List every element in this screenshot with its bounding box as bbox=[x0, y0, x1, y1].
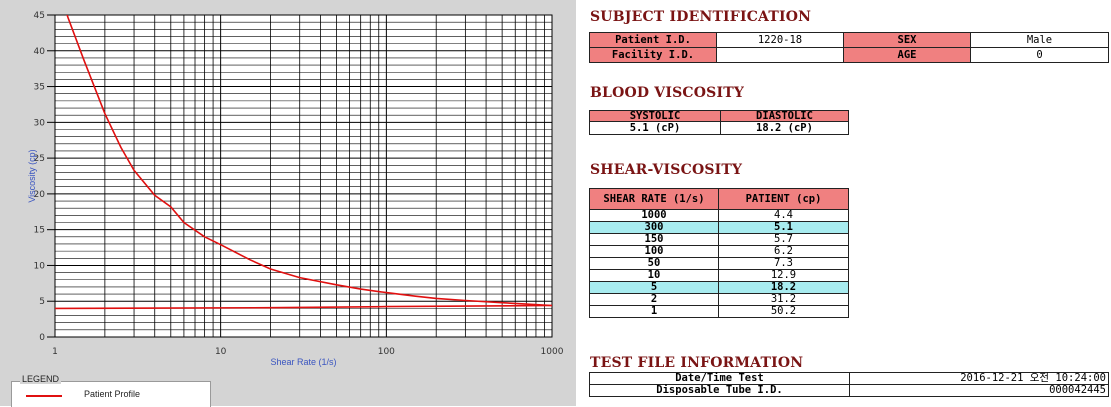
shear-rate-header: SHEAR RATE (1/s) bbox=[589, 188, 719, 210]
blood-title: BLOOD VISCOSITY bbox=[590, 85, 745, 101]
series-line-0 bbox=[66, 15, 552, 307]
y-tick-label: 45 bbox=[34, 11, 45, 21]
y-tick-label: 25 bbox=[34, 154, 45, 164]
patient-id-label: Patient I.D. bbox=[589, 32, 717, 48]
facility-id-value bbox=[716, 47, 844, 63]
age-value: 0 bbox=[970, 47, 1109, 63]
x-axis-title: Shear Rate (1/s) bbox=[270, 357, 336, 367]
legend-box: LEGEND Patient Profile bbox=[11, 374, 211, 407]
table-row: 100 6.2 bbox=[589, 245, 849, 258]
shear-table: SHEAR RATE (1/s) PATIENT (cp) 1000 4.4 30… bbox=[589, 188, 849, 318]
y-axis-title: Viscosity (cp) bbox=[27, 149, 37, 202]
diastolic-value: 18.2 (cP) bbox=[720, 121, 849, 135]
age-label: AGE bbox=[843, 47, 971, 63]
y-tick-label: 20 bbox=[34, 190, 46, 200]
testfile-table: Date/Time Test 2016-12-21 오전 10:24:00 Di… bbox=[589, 372, 1109, 397]
table-row: 1000 4.4 bbox=[589, 209, 849, 222]
x-tick-label: 100 bbox=[378, 347, 395, 357]
shear-rate-cell: 1 bbox=[589, 305, 719, 318]
legend-swatch bbox=[26, 395, 62, 397]
sex-value: Male bbox=[970, 32, 1109, 48]
viscosity-cell: 5.7 bbox=[718, 233, 849, 246]
patient-id-value: 1220-18 bbox=[716, 32, 844, 48]
legend-label: Patient Profile bbox=[84, 389, 141, 399]
subject-table: Patient I.D. 1220-18 SEX Male Facility I… bbox=[589, 32, 1109, 63]
systolic-label: SYSTOLIC bbox=[589, 110, 721, 122]
shear-rate-cell: 300 bbox=[589, 221, 719, 234]
table-row: 150 5.7 bbox=[589, 233, 849, 246]
plot-area bbox=[54, 14, 553, 338]
legend-title: LEGEND bbox=[20, 374, 62, 384]
table-row-highlight: 5 18.2 bbox=[589, 281, 849, 294]
viscosity-cell: 50.2 bbox=[718, 305, 849, 318]
viscosity-cell: 12.9 bbox=[718, 269, 849, 282]
systolic-value: 5.1 (cP) bbox=[589, 121, 721, 135]
shear-rate-cell: 5 bbox=[589, 281, 719, 294]
y-tick-label: 40 bbox=[34, 47, 46, 57]
viscosity-chart: 0 5 10 15 20 25 30 35 40 45 1 10 100 1000 Shear Rate (… bbox=[27, 11, 564, 367]
viscosity-cell: 31.2 bbox=[718, 293, 849, 306]
shear-rate-cell: 1000 bbox=[589, 209, 719, 222]
sex-label: SEX bbox=[843, 32, 971, 48]
viscosity-cell: 6.2 bbox=[718, 245, 849, 258]
table-row-highlight: 300 5.1 bbox=[589, 221, 849, 234]
tube-id-value: 000042445 bbox=[849, 384, 1109, 397]
table-row: 1 50.2 bbox=[589, 305, 849, 318]
y-tick-label: 35 bbox=[34, 83, 45, 93]
facility-id-label: Facility I.D. bbox=[589, 47, 717, 63]
y-tick-label: 30 bbox=[34, 118, 46, 128]
shear-rate-cell: 100 bbox=[589, 245, 719, 258]
shear-title: SHEAR-VISCOSITY bbox=[590, 162, 743, 178]
diastolic-label: DIASTOLIC bbox=[720, 110, 849, 122]
patient-cp-header: PATIENT (cp) bbox=[718, 188, 849, 210]
table-row: 10 12.9 bbox=[589, 269, 849, 282]
subject-title: SUBJECT IDENTIFICATION bbox=[590, 9, 812, 25]
viscosity-cell: 4.4 bbox=[718, 209, 849, 222]
y-tick-label: 10 bbox=[34, 261, 46, 271]
viscosity-cell: 5.1 bbox=[718, 221, 849, 234]
x-tick-label: 10 bbox=[215, 347, 227, 357]
shear-rate-cell: 10 bbox=[589, 269, 719, 282]
shear-rate-cell: 2 bbox=[589, 293, 719, 306]
datetime-label: Date/Time Test bbox=[589, 372, 850, 385]
series-line-1 bbox=[55, 304, 552, 310]
y-tick-label: 5 bbox=[39, 297, 45, 307]
shear-rate-cell: 150 bbox=[589, 233, 719, 246]
viscosity-cell: 18.2 bbox=[718, 281, 849, 294]
viscosity-cell: 7.3 bbox=[718, 257, 849, 270]
shear-rate-cell: 50 bbox=[589, 257, 719, 270]
x-tick-label: 1000 bbox=[541, 347, 564, 357]
y-tick-label: 0 bbox=[39, 333, 45, 343]
y-tick-label: 15 bbox=[34, 226, 45, 236]
table-row: 2 31.2 bbox=[589, 293, 849, 306]
blood-table: SYSTOLIC DIASTOLIC 5.1 (cP) 18.2 (cP) bbox=[589, 110, 849, 135]
chart-panel: 0 5 10 15 20 25 30 35 40 45 1 10 100 1000 Shear Rate (… bbox=[0, 0, 576, 407]
tube-id-label: Disposable Tube I.D. bbox=[589, 384, 850, 397]
testfile-title: TEST FILE INFORMATION bbox=[590, 355, 804, 371]
datetime-value: 2016-12-21 오전 10:24:00 bbox=[849, 372, 1109, 385]
x-tick-label: 1 bbox=[52, 347, 58, 357]
table-row: 50 7.3 bbox=[589, 257, 849, 270]
